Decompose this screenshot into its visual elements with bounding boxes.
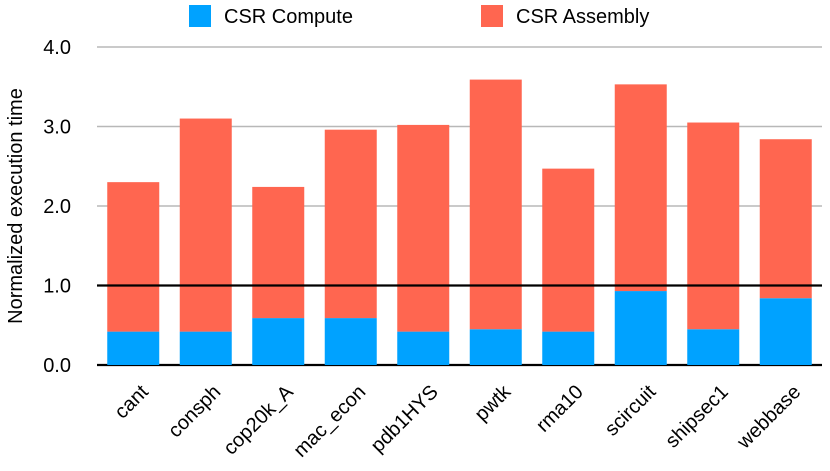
legend-label-csr-compute: CSR Compute	[224, 6, 353, 28]
y-tick-label: 4.0	[43, 37, 71, 59]
bar-csr-compute-pdb1hys	[397, 331, 450, 365]
legend: CSR Compute CSR Assembly	[189, 5, 649, 28]
bar-csr-compute-scircuit	[614, 291, 667, 365]
legend-swatch-csr-assembly	[481, 5, 503, 27]
bar-csr-assembly-rma10	[542, 168, 595, 332]
x-tick-label: cop20k_A	[219, 381, 298, 460]
bar-csr-compute-consph	[179, 331, 232, 365]
x-tick-label: consph	[164, 381, 225, 442]
bar-csr-compute-cant	[107, 331, 160, 365]
x-tick-label: pdb1HYS	[367, 381, 443, 457]
bar-csr-compute-rma10	[542, 331, 595, 365]
bar-csr-assembly-shipsec1	[687, 122, 740, 330]
bar-csr-assembly-pwtk	[469, 79, 522, 330]
x-tick-label: pwtk	[471, 380, 516, 425]
bar-csr-compute-pwtk	[469, 329, 522, 365]
bar-csr-assembly-webbase	[759, 139, 812, 299]
bar-csr-compute-webbase	[759, 298, 812, 365]
bar-csr-assembly-pdb1hys	[397, 124, 450, 332]
legend-label-csr-assembly: CSR Assembly	[516, 6, 649, 28]
x-tick-label: cant	[110, 381, 153, 424]
y-tick-label: 2.0	[43, 196, 71, 218]
bar-csr-compute-mac-econ	[324, 318, 377, 365]
x-tick-label: shipsec1	[661, 381, 732, 452]
x-tick-label: scircuit	[601, 381, 661, 441]
bar-csr-compute-cop20k-a	[252, 318, 305, 365]
y-tick-label: 0.0	[43, 355, 71, 377]
bar-csr-assembly-cant	[107, 182, 160, 332]
y-tick-label: 3.0	[43, 117, 71, 139]
x-tick-label: mac_econ	[289, 381, 370, 462]
legend-swatch-csr-compute	[189, 5, 211, 27]
bar-csr-compute-shipsec1	[687, 329, 740, 365]
y-tick-label: 1.0	[43, 276, 71, 298]
bar-csr-assembly-mac-econ	[324, 129, 377, 319]
bar-csr-assembly-cop20k-a	[252, 186, 305, 319]
x-tick-label: webbase	[732, 381, 805, 454]
bar-csr-assembly-consph	[179, 118, 232, 332]
y-axis-title: Normalized execution time	[5, 88, 27, 324]
bars	[107, 79, 812, 365]
y-axis-ticks: 0.0 1.0 2.0 3.0 4.0	[43, 37, 71, 377]
x-tick-label: rma10	[532, 381, 588, 437]
bar-csr-assembly-scircuit	[614, 84, 667, 292]
